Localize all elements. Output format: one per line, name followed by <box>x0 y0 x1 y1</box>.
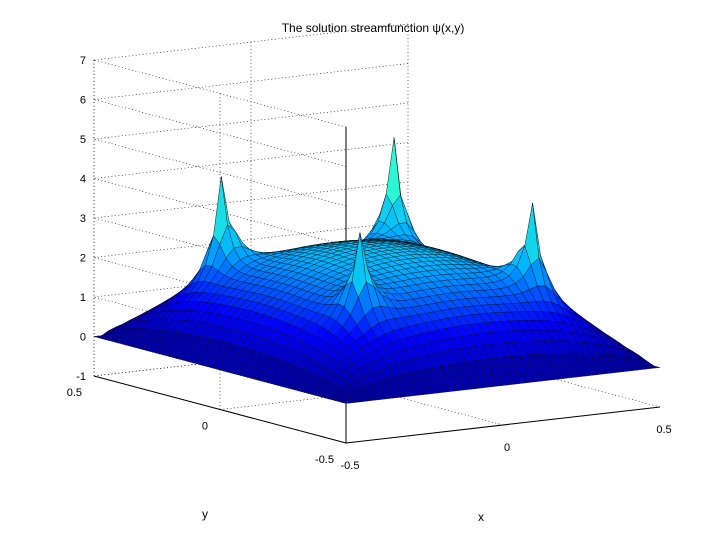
z-tick-label: 2 <box>80 253 86 265</box>
surface-mesh <box>93 137 661 404</box>
z-tick-label: 6 <box>80 95 86 107</box>
y-axis-label: y <box>202 507 208 521</box>
z-grid-line <box>93 102 409 140</box>
y-axis-line <box>93 375 347 444</box>
z-tick-label: 3 <box>80 213 86 225</box>
z-tick-label: 5 <box>80 134 86 146</box>
x-tick-label: 0 <box>504 442 510 454</box>
tick-labels: -1 0 1 2 3 4 5 6 7 -0.5 0 0.5 0.5 0 -0.5 <box>67 55 672 472</box>
z-tick-label: 0 <box>80 332 86 344</box>
surface-patch <box>386 137 401 206</box>
y-tick-label: 0 <box>202 421 208 433</box>
z-grid-line <box>93 142 409 179</box>
y-tick-label: 0.5 <box>67 387 82 399</box>
x-tick-label: -0.5 <box>341 460 360 472</box>
z-grid-line <box>93 138 347 207</box>
x-axis-line <box>345 406 661 444</box>
z-tick-label: 7 <box>80 55 86 67</box>
z-tick-label: 4 <box>80 174 86 186</box>
z-grid-line <box>93 221 409 258</box>
surface-patch <box>645 360 661 369</box>
z-tick-label: -1 <box>76 371 86 383</box>
z-tick-label: 1 <box>80 292 86 304</box>
x-axis-label: x <box>478 510 484 524</box>
x-tick-label: 0.5 <box>656 424 671 436</box>
y-tick-label: -0.5 <box>315 454 334 466</box>
